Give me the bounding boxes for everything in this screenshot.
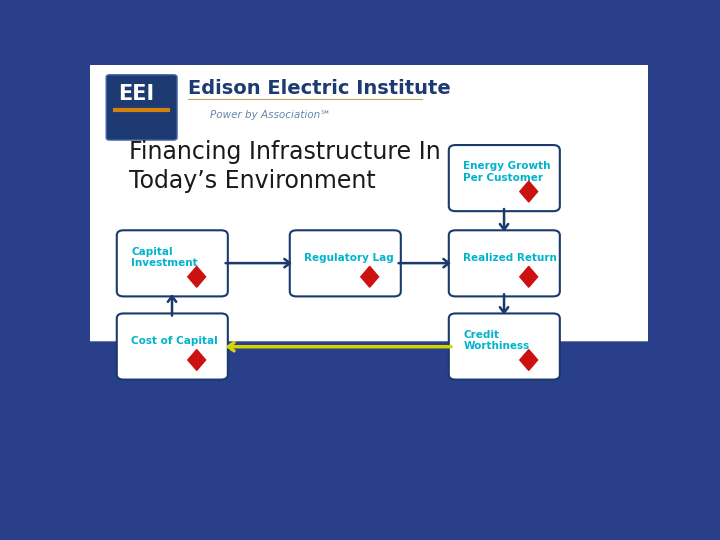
Polygon shape (520, 181, 538, 202)
FancyBboxPatch shape (81, 58, 657, 341)
Text: EEI: EEI (119, 84, 155, 104)
Polygon shape (361, 266, 379, 287)
Polygon shape (520, 266, 538, 287)
Text: Realized Return: Realized Return (463, 253, 557, 263)
Text: Credit
Worthiness: Credit Worthiness (463, 329, 529, 351)
FancyBboxPatch shape (106, 75, 177, 140)
FancyBboxPatch shape (449, 145, 560, 211)
Text: Capital
Investment: Capital Investment (131, 246, 198, 268)
Text: Energy Growth
Per Customer: Energy Growth Per Customer (463, 161, 551, 183)
Text: Cost of Capital: Cost of Capital (131, 336, 218, 346)
FancyBboxPatch shape (117, 313, 228, 380)
Text: Financing Infrastructure In
Today’s Environment: Financing Infrastructure In Today’s Envi… (129, 140, 441, 193)
Text: Power by Association℠: Power by Association℠ (210, 110, 331, 120)
FancyBboxPatch shape (117, 230, 228, 296)
Text: Edison Electric Institute: Edison Electric Institute (188, 79, 451, 98)
Polygon shape (188, 266, 206, 287)
FancyBboxPatch shape (449, 230, 560, 296)
FancyBboxPatch shape (289, 230, 401, 296)
Polygon shape (188, 349, 206, 370)
FancyBboxPatch shape (90, 322, 648, 481)
Text: Regulatory Lag: Regulatory Lag (305, 253, 394, 263)
Polygon shape (520, 349, 538, 370)
FancyBboxPatch shape (449, 313, 560, 380)
